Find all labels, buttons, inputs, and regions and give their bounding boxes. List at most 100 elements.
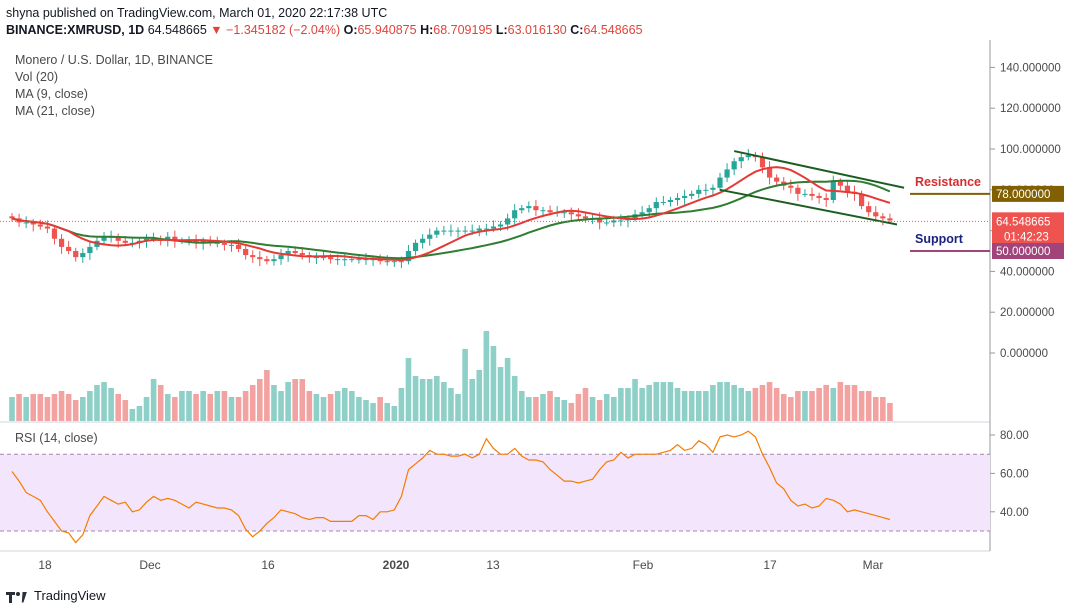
volume-bar <box>469 379 475 421</box>
candle-body <box>271 259 277 262</box>
price-tick-label: 0.000000 <box>1000 348 1048 360</box>
volume-bar <box>759 385 766 421</box>
volume-bar <box>568 403 575 421</box>
volume-bar <box>108 388 114 421</box>
candle-body <box>759 157 766 168</box>
volume-bar <box>271 385 277 421</box>
high-value: 68.709195 <box>433 23 493 37</box>
candle-body <box>405 251 412 262</box>
volume-bar <box>745 391 752 421</box>
volume-bar <box>476 370 483 421</box>
candle-body <box>859 193 865 207</box>
tradingview-footer[interactable]: TradingView <box>6 588 106 603</box>
candle-body <box>512 210 518 219</box>
volume-bar <box>426 379 433 421</box>
volume-bar <box>504 358 511 421</box>
volume-bar <box>384 403 391 421</box>
candle-body <box>866 206 872 213</box>
last-price-label: 64.548665 <box>996 216 1050 228</box>
volume-bar <box>242 391 249 421</box>
volume-bar <box>257 379 263 421</box>
candle-body <box>320 257 327 259</box>
candle-body <box>731 161 737 170</box>
volume-bar <box>150 379 157 421</box>
volume-bar <box>667 382 674 421</box>
candle-body <box>837 181 843 186</box>
candle-body <box>483 228 489 230</box>
time-axis-label: Dec <box>139 558 160 572</box>
candle-body <box>66 246 72 251</box>
rsi-tick-label: 60.00 <box>1000 468 1029 480</box>
candle-body <box>278 255 284 260</box>
volume-bar <box>462 349 468 421</box>
ma9-line <box>11 166 891 262</box>
candle-body <box>873 212 879 217</box>
candle-body <box>490 226 497 229</box>
candle-body <box>434 230 440 235</box>
candle-body <box>540 210 546 212</box>
candle-body <box>285 251 291 256</box>
candle-body <box>9 216 15 219</box>
candle-body <box>653 202 659 209</box>
volume-bar <box>660 382 667 421</box>
volume-bar <box>58 391 65 421</box>
volume-bar <box>264 370 270 421</box>
volume-bar <box>16 394 22 421</box>
legend-ma21: MA (21, close) <box>15 104 95 118</box>
channel-lower-line <box>719 188 898 226</box>
candle-body <box>349 259 355 261</box>
candle-body <box>250 255 256 258</box>
volume-bar <box>887 403 893 421</box>
volume-bar <box>738 388 745 421</box>
volume-bar <box>674 388 681 421</box>
volume-bar <box>582 388 589 421</box>
candle-body <box>335 259 341 261</box>
volume-bar <box>632 379 638 421</box>
volume-bar <box>214 391 221 421</box>
candle-body <box>745 155 751 158</box>
candle-body <box>299 253 305 256</box>
candle-body <box>618 220 624 222</box>
volume-bar <box>172 397 178 421</box>
volume-bar <box>136 406 143 421</box>
candle-body <box>214 242 220 244</box>
volume-bar <box>455 394 461 421</box>
candle-body <box>689 193 695 196</box>
volume-bar <box>193 394 199 421</box>
rsi-band <box>0 454 990 531</box>
volume-bar <box>72 400 79 421</box>
volume-bar <box>200 391 206 421</box>
candle-body <box>547 210 553 213</box>
volume-bar <box>540 394 546 421</box>
volume-bar <box>518 391 525 421</box>
candle-body <box>313 257 320 259</box>
annotation-tag <box>992 185 1064 202</box>
volume-bar <box>87 391 93 421</box>
volume-bar <box>844 385 851 421</box>
candle-body <box>597 218 603 223</box>
time-axis-label: Mar <box>863 558 884 572</box>
volume-bar <box>9 397 15 421</box>
volume-bar <box>228 397 235 421</box>
time-axis-label: 18 <box>38 558 52 572</box>
volume-bar <box>575 394 582 421</box>
candle-body <box>455 230 461 232</box>
volume-bar <box>851 385 858 421</box>
candle-body <box>519 208 525 211</box>
candle-body <box>887 218 893 221</box>
candle-body <box>420 238 426 243</box>
candle-body <box>802 193 808 195</box>
annotation-tag <box>992 243 1064 259</box>
price-tick-label: 120.000000 <box>1000 103 1061 115</box>
volume-bar <box>122 400 129 421</box>
candle-body <box>710 187 716 190</box>
candle-body <box>356 259 362 261</box>
last-price-tag <box>992 212 1064 245</box>
candle-body <box>243 248 249 256</box>
candle-body <box>115 236 121 241</box>
volume-bar <box>710 385 716 421</box>
volume-bar <box>65 394 72 421</box>
annotation-text: Support <box>915 232 964 246</box>
volume-bar <box>434 376 440 421</box>
